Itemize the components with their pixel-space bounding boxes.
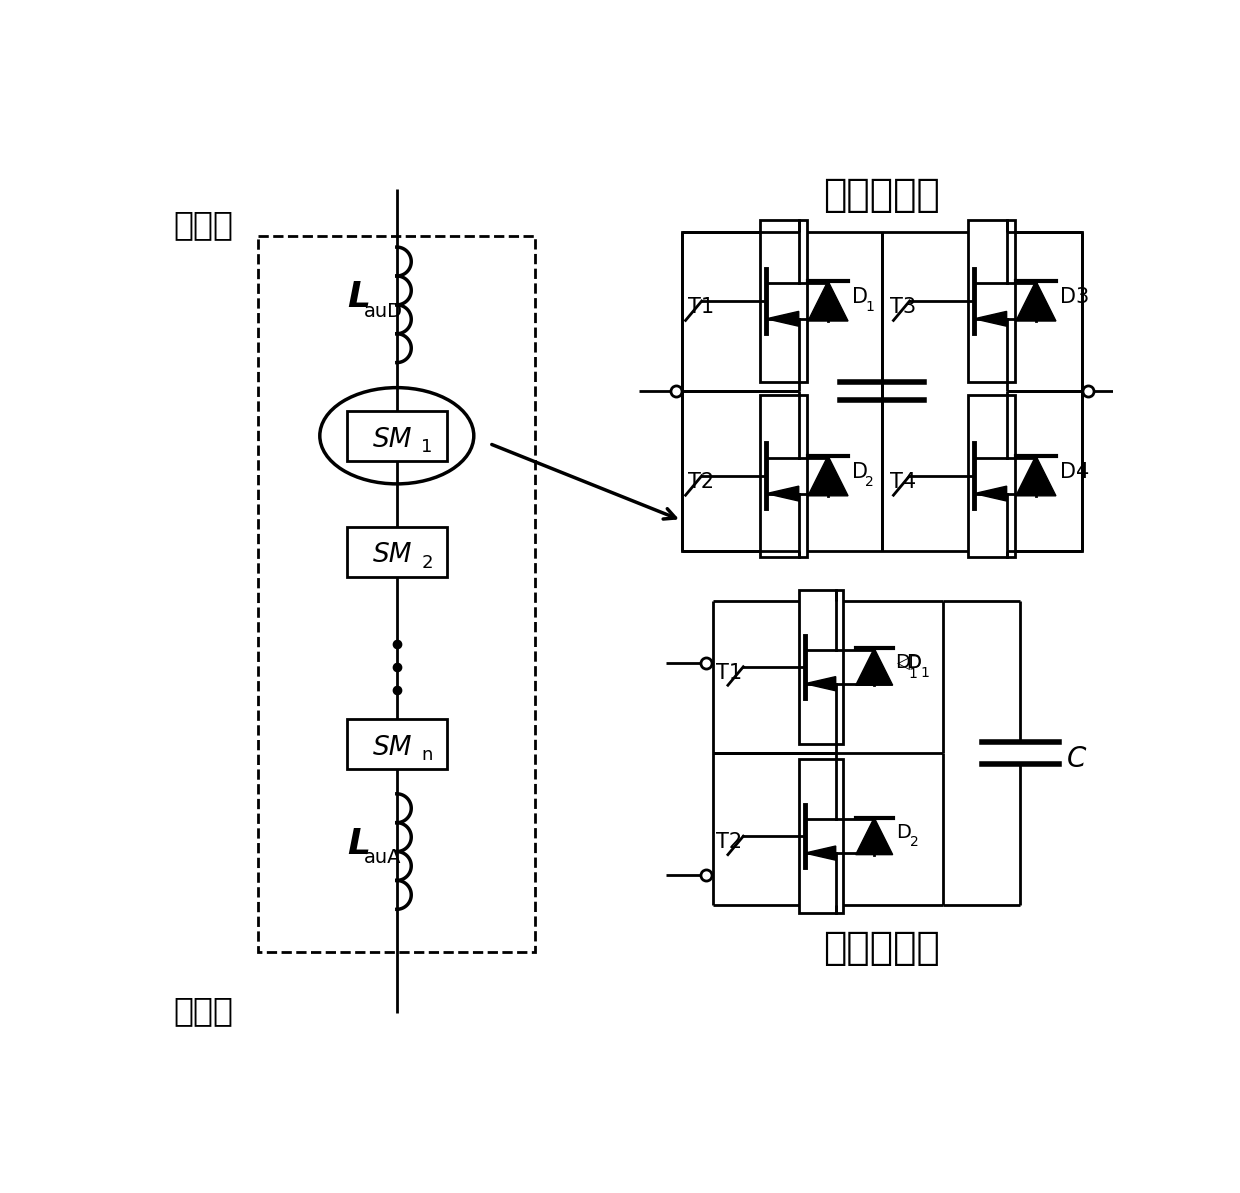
Text: 1: 1	[909, 667, 918, 681]
Polygon shape	[805, 846, 836, 860]
Text: 交流侧: 交流侧	[174, 994, 233, 1027]
Text: T2: T2	[717, 833, 743, 852]
Text: T2: T2	[688, 472, 714, 492]
Text: D: D	[906, 654, 921, 673]
Text: SM: SM	[373, 427, 413, 452]
Polygon shape	[766, 311, 799, 326]
Bar	[760, 395, 807, 557]
Text: T3: T3	[889, 297, 915, 317]
Text: T1: T1	[717, 663, 743, 682]
Text: ◁D: ◁D	[897, 654, 923, 672]
Text: 1: 1	[920, 666, 929, 680]
Polygon shape	[856, 817, 893, 854]
Polygon shape	[856, 648, 893, 685]
Text: SM: SM	[373, 542, 413, 568]
Text: 1: 1	[866, 301, 874, 314]
Bar	[968, 221, 1014, 382]
Bar	[682, 231, 1083, 551]
Text: D3: D3	[1060, 288, 1089, 307]
Text: 2: 2	[910, 835, 919, 849]
Bar	[760, 221, 807, 382]
Text: T4: T4	[889, 472, 915, 492]
Polygon shape	[975, 311, 1007, 326]
Text: 2: 2	[866, 475, 874, 489]
Bar	[968, 395, 1014, 557]
Text: D: D	[852, 288, 868, 307]
Text: D: D	[852, 462, 868, 482]
Polygon shape	[975, 487, 1007, 501]
Text: 1: 1	[422, 438, 433, 456]
Bar	[347, 526, 446, 576]
Bar	[347, 412, 446, 462]
Bar	[799, 759, 843, 913]
Text: D4: D4	[1060, 462, 1089, 482]
Text: D: D	[897, 823, 911, 842]
Text: C: C	[1066, 746, 1086, 773]
Bar	[799, 589, 843, 743]
Text: L: L	[347, 827, 370, 861]
Text: 2: 2	[422, 554, 433, 571]
Polygon shape	[766, 487, 799, 501]
Text: 直流侧: 直流侧	[174, 209, 233, 242]
Polygon shape	[808, 456, 848, 496]
Text: D: D	[895, 654, 910, 673]
Text: SM: SM	[373, 735, 413, 761]
Polygon shape	[1016, 456, 1056, 496]
Polygon shape	[1016, 282, 1056, 321]
Bar	[258, 235, 536, 952]
Polygon shape	[805, 676, 836, 691]
Text: auD: auD	[363, 302, 403, 321]
Polygon shape	[808, 282, 848, 321]
Bar	[347, 719, 446, 769]
Text: 半桥子模块: 半桥子模块	[823, 928, 940, 966]
Text: 全桥子模块: 全桥子模块	[823, 175, 940, 214]
Text: auA: auA	[363, 848, 402, 867]
Text: L: L	[347, 280, 370, 314]
Text: n: n	[422, 747, 433, 765]
Text: T1: T1	[688, 297, 714, 317]
